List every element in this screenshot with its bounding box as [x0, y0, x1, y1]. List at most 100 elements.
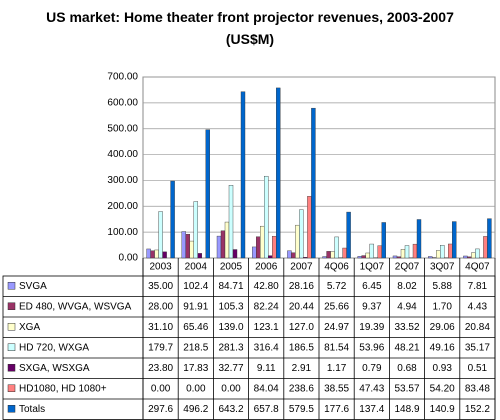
- table-cell: 53.57: [394, 383, 419, 394]
- table-cell: 1.70: [432, 301, 452, 312]
- table-cell: 0.68: [397, 363, 417, 374]
- bar: [467, 256, 472, 259]
- x-tick-label: 2007: [290, 262, 313, 273]
- table-cell: 643.2: [218, 404, 243, 415]
- bar: [416, 219, 422, 259]
- table-cell: 28.16: [289, 281, 314, 292]
- bar: [381, 222, 386, 259]
- table-cell: 29.06: [430, 322, 455, 333]
- y-tick-label: 700.00: [107, 72, 138, 83]
- bar: [330, 251, 335, 259]
- x-tick-label: 3Q07: [430, 262, 455, 273]
- y-tick-label: 200.00: [107, 201, 138, 212]
- table-cell: 186.5: [289, 342, 314, 353]
- table-cell: 0.93: [432, 363, 452, 374]
- table-cell: 53.96: [359, 342, 384, 353]
- table-cell: 102.4: [183, 281, 208, 292]
- table-cell: 657.8: [254, 404, 279, 415]
- table-cell: 38.55: [324, 383, 349, 394]
- x-tick-label: 2003: [149, 262, 172, 273]
- table-cell: 54.20: [430, 383, 455, 394]
- bar: [303, 257, 308, 259]
- y-tick-label: 100.00: [107, 227, 138, 238]
- bar: [162, 251, 167, 259]
- legend-label: SVGA: [19, 281, 47, 292]
- table-cell: 28.00: [148, 301, 173, 312]
- bar: [334, 236, 339, 259]
- table-cell: 31.10: [148, 322, 173, 333]
- bar: [307, 196, 312, 259]
- legend-key: [7, 384, 16, 392]
- bar: [150, 250, 155, 259]
- table-cell: 105.3: [218, 301, 243, 312]
- table-cell: 47.43: [359, 383, 384, 394]
- bar: [240, 91, 246, 259]
- bar: [346, 211, 351, 259]
- bar: [224, 221, 230, 259]
- table-cell: 1.17: [327, 363, 347, 374]
- legend-label: Totals: [19, 404, 45, 415]
- table-cell: 20.84: [465, 322, 490, 333]
- table-cell: 238.6: [289, 383, 314, 394]
- table-cell: 579.5: [289, 404, 314, 415]
- table-cell: 0.00: [151, 383, 171, 394]
- table-cell: 2.91: [292, 363, 312, 374]
- table-cell: 20.44: [289, 301, 314, 312]
- legend-label: XGA: [19, 322, 40, 333]
- bar: [342, 247, 347, 259]
- table-cell: 49.16: [430, 342, 455, 353]
- y-tick-label: 600.00: [107, 97, 138, 108]
- bar: [251, 246, 257, 259]
- bar: [377, 245, 382, 259]
- table-cell: 24.97: [324, 322, 349, 333]
- bar: [311, 107, 316, 259]
- table-cell: 48.21: [394, 342, 419, 353]
- bar: [448, 243, 453, 259]
- table-cell: 6.45: [362, 281, 382, 292]
- table-cell: 0.00: [186, 383, 206, 394]
- x-tick-label: 4Q06: [324, 262, 349, 273]
- table-cell: 32.77: [218, 363, 243, 374]
- table-cell: 81.54: [324, 342, 349, 353]
- table-cell: 218.5: [183, 342, 208, 353]
- bar: [189, 240, 195, 259]
- table-cell: 7.81: [468, 281, 488, 292]
- bar: [404, 245, 410, 259]
- bar: [260, 225, 265, 259]
- table-cell: 0.79: [362, 363, 382, 374]
- bar: [287, 250, 292, 259]
- bar: [146, 248, 151, 259]
- bar: [276, 87, 281, 259]
- x-tick-label: 2006: [255, 262, 278, 273]
- table-cell: 179.7: [148, 342, 173, 353]
- bar: [463, 255, 468, 259]
- table-cell: 35.17: [465, 342, 490, 353]
- table-cell: 35.00: [148, 281, 173, 292]
- legend-key: [7, 323, 16, 331]
- table-cell: 316.4: [254, 342, 279, 353]
- bar: [216, 235, 222, 259]
- table-cell: 148.9: [394, 404, 419, 415]
- legend-key: [7, 302, 16, 310]
- bar: [181, 231, 187, 259]
- bar: [193, 201, 199, 259]
- table-cell: 42.80: [254, 281, 279, 292]
- bar: [436, 250, 441, 259]
- bar: [322, 256, 327, 259]
- table-cell: 9.37: [362, 301, 382, 312]
- legend-key: [7, 282, 16, 290]
- y-tick-label: 400.00: [107, 149, 138, 160]
- table-cell: 4.43: [468, 301, 488, 312]
- plot-area: [142, 76, 496, 259]
- table-cell: 140.9: [430, 404, 455, 415]
- table-cell: 496.2: [183, 404, 208, 415]
- bar: [471, 252, 476, 259]
- bar: [357, 256, 362, 259]
- table-cell: 137.4: [359, 404, 384, 415]
- table-cell: 33.52: [394, 322, 419, 333]
- bar: [291, 252, 296, 259]
- bar: [369, 243, 374, 259]
- bar: [440, 245, 445, 259]
